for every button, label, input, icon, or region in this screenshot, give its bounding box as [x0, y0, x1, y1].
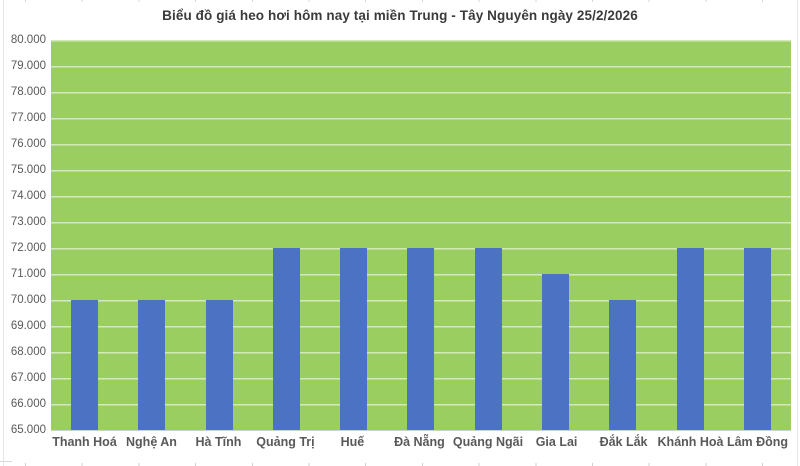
bar-Lâm Đồng — [743, 248, 771, 430]
y-tick-label: 71.000 — [10, 268, 46, 280]
bar-slot — [51, 40, 118, 430]
y-tick-label: 76.000 — [10, 138, 46, 150]
bar-slot — [320, 40, 387, 430]
spreadsheet-gridline-left — [3, 0, 4, 466]
bar-Nghệ An — [138, 300, 166, 430]
spreadsheet-column-ticks-bottom — [25, 463, 800, 466]
x-tick-label: Quảng Trị — [256, 435, 315, 449]
y-tick-label: 78.000 — [10, 86, 46, 98]
bar-Đà Nẵng — [407, 248, 435, 430]
bar-slot — [387, 40, 454, 430]
x-tick-label: Gia Lai — [535, 435, 578, 449]
bar-Quảng Trị — [272, 248, 300, 430]
bar-slot — [118, 40, 185, 430]
spreadsheet-column-ticks-top — [25, 0, 800, 2]
x-tick-label: Nghệ An — [126, 435, 177, 449]
y-tick-label: 66.000 — [10, 398, 46, 410]
x-tick-label: Khánh Hoà — [657, 435, 724, 449]
y-tick-label: 74.000 — [10, 190, 46, 202]
x-tick-label: Huế — [340, 435, 365, 449]
y-tick-label: 77.000 — [10, 112, 46, 124]
bar-slot — [186, 40, 253, 430]
spreadsheet-row-line-bottom-left — [0, 461, 12, 462]
x-axis: Thanh Hoá Nghệ An Hà Tĩnh Quảng Trị Huế Đà Nẵ… — [51, 435, 791, 453]
x-tick-label: Lâm Đồng — [726, 435, 789, 449]
spreadsheet-gridline-right — [797, 0, 798, 466]
bar-Hà Tĩnh — [205, 300, 233, 430]
bar-slot — [455, 40, 522, 430]
bar-slot — [522, 40, 589, 430]
bar-slot — [656, 40, 723, 430]
y-tick-label: 67.000 — [10, 372, 46, 384]
y-tick-label: 79.000 — [10, 60, 46, 72]
bar-Khánh Hoà — [676, 248, 704, 430]
bar-slot — [253, 40, 320, 430]
y-tick-label: 72.000 — [10, 242, 46, 254]
y-tick-label: 70.000 — [10, 294, 46, 306]
y-tick-label: 80.000 — [10, 34, 46, 46]
plot-area — [51, 40, 791, 431]
y-tick-label: 68.000 — [10, 346, 46, 358]
y-tick-label: 69.000 — [10, 320, 46, 332]
x-tick-label: Thanh Hoá — [52, 435, 117, 449]
x-tick-label: Đà Nẵng — [394, 435, 445, 449]
bar-series — [51, 40, 791, 430]
y-axis: 80.000 79.000 78.000 77.000 76.000 75.000 74.0… — [0, 0, 46, 466]
x-tick-label: Hà Tĩnh — [195, 435, 242, 449]
y-tick-label: 73.000 — [10, 216, 46, 228]
bar-Quảng Ngãi — [474, 248, 502, 430]
bar-slot — [589, 40, 656, 430]
x-tick-label: Quảng Ngãi — [452, 435, 524, 449]
bar-Gia Lai — [541, 274, 569, 430]
y-tick-label: 65.000 — [10, 424, 46, 436]
y-tick-label: 75.000 — [10, 164, 46, 176]
x-tick-label: Đắk Lắk — [599, 435, 648, 449]
bar-slot — [724, 40, 791, 430]
bar-Đắk Lắk — [609, 300, 637, 430]
bar-Thanh Hoá — [71, 300, 99, 430]
chart-title: Biểu đồ giá heo hơi hôm nay tại miền Tru… — [162, 8, 638, 23]
bar-Huế — [340, 248, 368, 430]
